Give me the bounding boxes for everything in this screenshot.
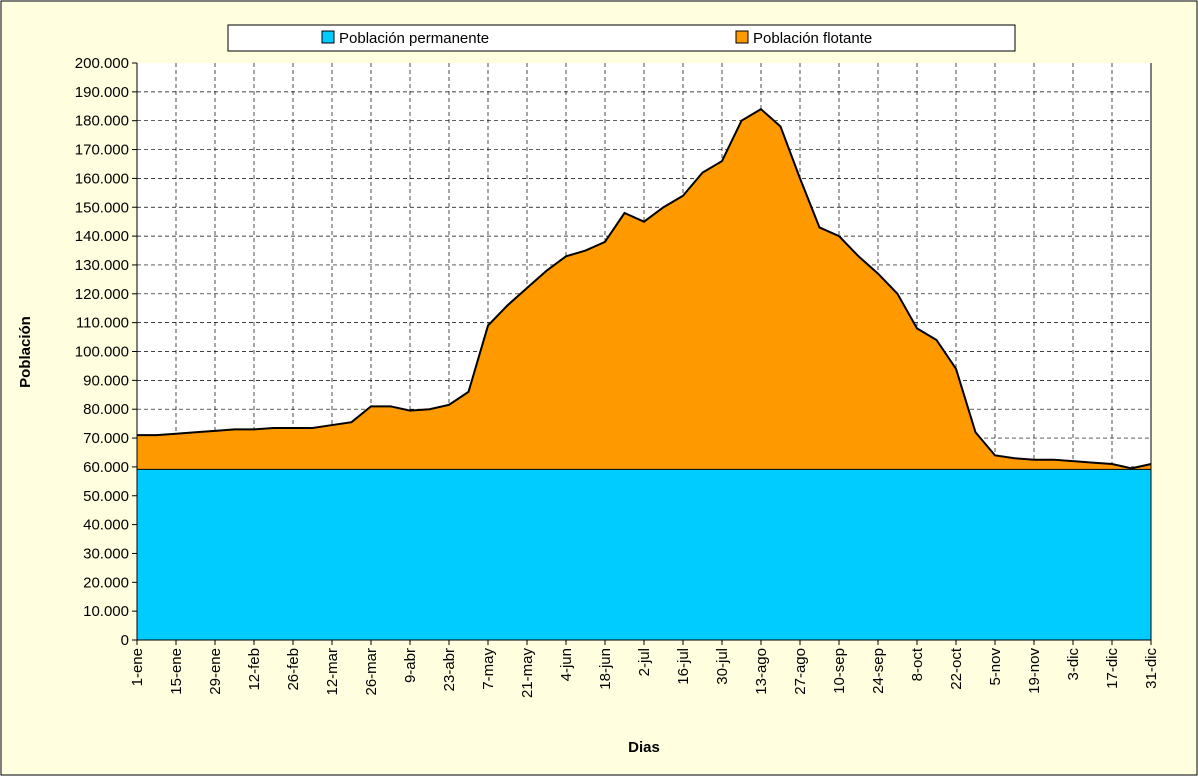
y-tick-label: 0 (121, 632, 129, 649)
y-tick-label: 50.000 (83, 488, 129, 505)
x-tick-label: 19-nov (1026, 648, 1043, 694)
x-tick-label: 1-ene (129, 648, 146, 686)
y-tick-label: 180.000 (75, 113, 129, 130)
y-tick-label: 190.000 (75, 84, 129, 101)
y-tick-label: 60.000 (83, 459, 129, 476)
areas (137, 107, 1152, 640)
area-outline (137, 107, 1152, 470)
y-tick-label: 160.000 (75, 170, 129, 187)
y-tick-label: 70.000 (83, 430, 129, 447)
x-tick-label: 15-ene (168, 648, 185, 695)
y-tick-label: 30.000 (83, 545, 129, 562)
legend-label: Población flotante (753, 30, 872, 47)
y-tick-label: 200.000 (75, 55, 129, 72)
legend-label: Población permanente (339, 30, 489, 47)
x-tick-label: 9-abr (402, 648, 419, 683)
x-tick-label: 12-feb (246, 648, 263, 691)
legend (227, 24, 1016, 52)
x-tick-label: 10-sep (831, 648, 848, 694)
y-tick-label: 110.000 (76, 315, 129, 332)
y-tick-label: 10.000 (83, 603, 129, 620)
x-tick-label: 8-oct (909, 647, 926, 681)
y-tick-label: 120.000 (75, 286, 129, 303)
legend-swatch (321, 30, 335, 44)
x-tick-label: 31-dic (1143, 648, 1160, 689)
x-tick-label: 26-feb (285, 648, 302, 691)
x-tick-label: 21-may (519, 648, 536, 699)
x-tick-label: 12-mar (324, 648, 341, 696)
area (137, 468, 1151, 640)
x-axis-title: Dias (628, 739, 660, 756)
x-tick-label: 23-abr (441, 648, 458, 691)
y-tick-label: 90.000 (83, 372, 129, 389)
x-tick-label: 18-jun (597, 648, 614, 690)
x-tick-label: 30-jul (714, 648, 731, 685)
y-tick-label: 140.000 (75, 228, 129, 245)
y-axis-title: Población (17, 316, 34, 388)
y-tick-label: 150.000 (75, 199, 129, 216)
x-tick-label: 7-may (480, 648, 497, 690)
y-tick-label: 100.000 (75, 344, 129, 361)
x-tick-label: 16-jul (675, 648, 692, 685)
y-tick-label: 170.000 (75, 142, 129, 159)
area (137, 109, 1151, 469)
x-tick-label: 24-sep (870, 648, 887, 694)
x-tick-label: 13-ago (753, 648, 770, 695)
x-tick-label: 29-ene (207, 648, 224, 695)
x-tick-label: 5-nov (987, 648, 1004, 686)
x-tick-label: 2-jul (636, 648, 653, 676)
x-tick-label: 3-dic (1065, 648, 1082, 681)
x-tick-label: 26-mar (363, 648, 380, 696)
axes: 0 10.000 20.000 30.000 40.000 50.000 60.000 70.… (75, 55, 1160, 698)
x-tick-label: 27-ago (792, 648, 809, 695)
legend-swatch (735, 30, 749, 44)
y-tick-label: 20.000 (83, 574, 129, 591)
x-tick-label: 4-jun (558, 648, 575, 681)
y-tick-label: 80.000 (83, 401, 129, 418)
y-tick-label: 130.000 (75, 257, 129, 274)
y-tick-label: 40.000 (83, 517, 129, 534)
x-tick-label: 17-dic (1104, 648, 1121, 689)
x-tick-label: 22-oct (948, 647, 965, 690)
